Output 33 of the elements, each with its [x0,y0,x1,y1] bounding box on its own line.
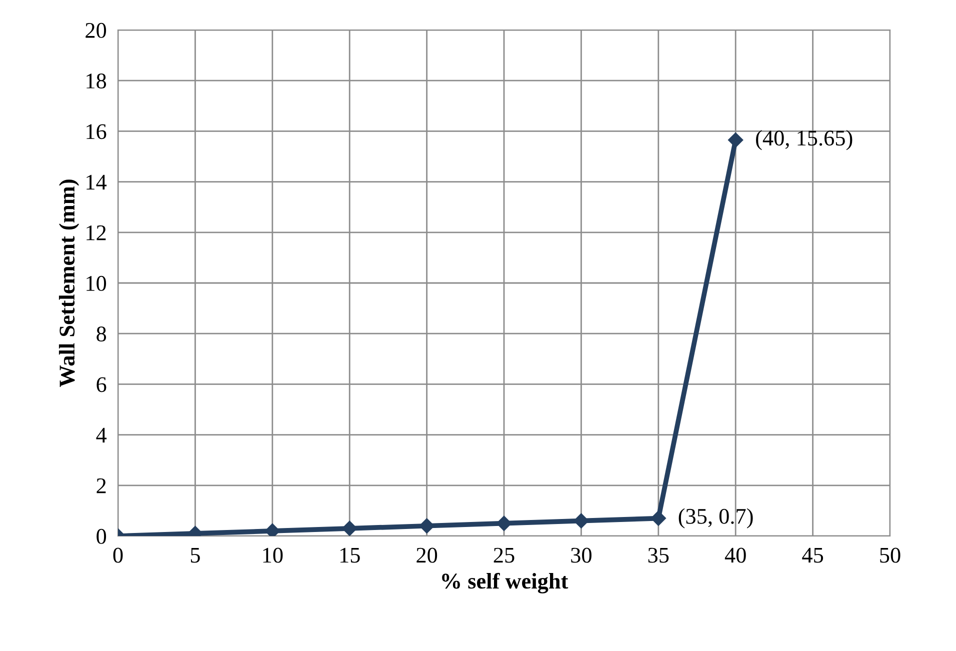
y-tick-label: 10 [86,276,106,291]
point [574,513,589,528]
annotation: (40, 15.65) [756,130,852,150]
y-axis-title: Wall Settlement (mm) [58,180,80,387]
annotation: (35, 0.7) [678,508,753,528]
point [728,132,744,148]
x-axis-title: % self weight [442,572,568,594]
x-tick-label: 35 [648,548,669,563]
x-tick-label: 0 [113,548,123,563]
x-tick-label: 15 [340,548,360,563]
point [650,510,666,526]
y-tick-label: 12 [86,225,106,240]
x-tick-label: 25 [494,548,514,563]
point [419,518,434,534]
y-tick-label: 4 [96,428,107,443]
x-tick-label: 40 [724,548,746,563]
x-tick-label: 20 [416,548,438,563]
point [342,520,358,536]
x-tick-label: 10 [263,548,283,563]
x-tick-label: 50 [880,548,900,563]
x-tick-label: 30 [571,548,592,563]
y-tick-label: 20 [86,22,106,38]
point [264,523,280,536]
y-tick-label: 2 [96,478,106,494]
y-tick-label: 16 [86,124,106,140]
x-tick-label: 5 [190,548,200,563]
x-tick-label: 45 [802,548,824,563]
y-tick-label: 6 [96,377,106,392]
point [496,516,512,531]
y-tick-label: 14 [86,174,107,190]
y-tick-label: 18 [86,74,106,89]
y-tick-label: 8 [96,326,106,342]
y-tick-label: 0 [96,528,106,544]
